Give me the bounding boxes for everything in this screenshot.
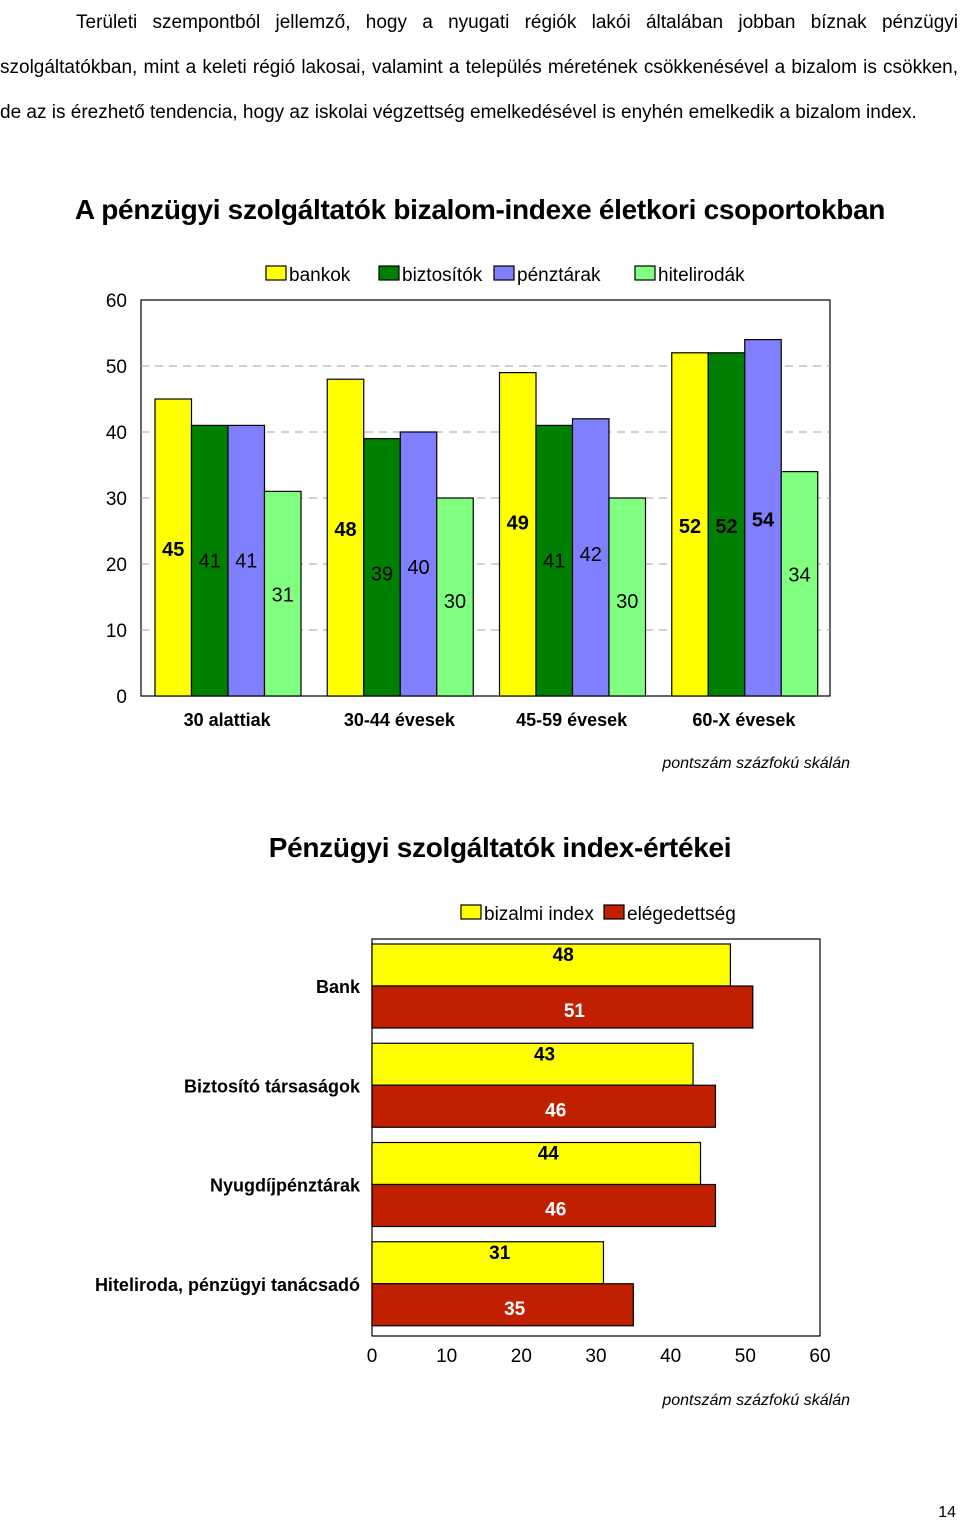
chart1-ytick-label: 20: [106, 555, 127, 576]
chart1-data-label: 30: [616, 591, 638, 613]
chart1-ytick-label: 10: [106, 621, 127, 642]
chart1-legend-label: pénztárak: [517, 265, 601, 286]
chart2-plot-area: [371, 938, 821, 1337]
chart1-bar: [671, 352, 709, 697]
chart1-bar: [608, 497, 647, 697]
chart2-unit-note: pontszám százfokú skálán: [661, 1392, 850, 1409]
chart1-legend-swatch: [493, 265, 515, 281]
chart1-ytick-label: 60: [106, 291, 127, 312]
chart1-data-label: 41: [199, 550, 221, 572]
chart2-data-label: 48: [553, 945, 574, 966]
chart1-data-label: 45: [162, 539, 184, 561]
chart1-legend-label: biztosítók: [402, 265, 483, 286]
intro-paragraph: Területi szempontból jellemző, hogy a ny…: [0, 0, 958, 135]
chart1-bar: [227, 424, 266, 697]
chart2-data-label: 35: [504, 1299, 526, 1320]
chart2-legend-swatch: [603, 904, 625, 920]
chart1-ytick-label: 40: [106, 423, 127, 444]
chart2-data-label: 46: [545, 1100, 566, 1121]
chart1-bar: [571, 418, 610, 697]
chart1-category-label: 30-44 évesek: [344, 710, 456, 730]
chart1-bar: [436, 497, 474, 697]
chart1-data-label: 41: [543, 550, 565, 572]
chart1-legend-label: bankok: [289, 265, 351, 286]
chart1-legend-label: hitelirodák: [658, 265, 745, 286]
chart1-category-label: 45-59 évesek: [516, 710, 628, 730]
chart1-data-label: 34: [788, 565, 810, 587]
chart2-category-label: Hiteliroda, pénzügyi tanácsadó: [95, 1275, 360, 1295]
chart2-category-label: Biztosító társaságok: [184, 1076, 361, 1096]
chart2-xtick-label: 30: [585, 1346, 606, 1367]
chart1-category-label: 60-X évesek: [692, 710, 796, 730]
chart1-data-label: 49: [507, 513, 529, 535]
chart2-xtick-label: 20: [511, 1346, 532, 1367]
chart2-bar: [371, 1042, 694, 1086]
chart1-age-groups: 0 10 20 30 40 50 60 45 41 41 31 30 alattiak 48 39 40 30…: [106, 265, 850, 772]
chart1-data-label: 40: [407, 557, 429, 579]
chart2-bar: [371, 1141, 702, 1186]
page-number: 14: [938, 1504, 956, 1521]
chart1-bar: [780, 471, 819, 697]
chart1-data-label: 39: [371, 564, 393, 586]
chart1-data-label: 30: [444, 591, 466, 613]
chart1-bar: [744, 339, 782, 697]
chart1-data-label: 54: [752, 510, 775, 532]
chart1-data-label: 42: [580, 544, 602, 566]
chart2-legend-label: bizalmi index: [484, 904, 594, 925]
chart2-bar: [371, 1084, 717, 1128]
chart1-ytick-label: 30: [106, 489, 127, 510]
chart2-bar: [371, 1183, 717, 1228]
chart1-data-label: 52: [715, 516, 737, 538]
chart2-xtick-label: 50: [735, 1346, 756, 1367]
chart2-data-label: 31: [489, 1243, 511, 1264]
chart2-xtick-label: 60: [809, 1346, 830, 1367]
chart1-data-label: 48: [334, 519, 356, 541]
chart2-xtick-label: 10: [436, 1346, 457, 1367]
chart1-bar: [363, 438, 401, 697]
chart2-data-label: 44: [538, 1144, 560, 1165]
chart2-data-label: 46: [545, 1200, 566, 1221]
chart1-unit-note: pontszám százfokú skálán: [661, 755, 850, 772]
chart1-bar: [535, 424, 574, 697]
chart1-legend-swatch: [265, 265, 287, 281]
chart2-title: Pénzügyi szolgáltatók index-értékei: [268, 832, 732, 863]
chart2-bar: [371, 1241, 605, 1285]
chart2-bar: [371, 943, 731, 987]
chart1-title: A pénzügyi szolgáltatók bizalom-indexe é…: [74, 194, 886, 225]
chart1-bar: [498, 372, 537, 697]
chart2-legend-swatch: [460, 904, 482, 920]
chart1-data-label: 52: [679, 516, 701, 538]
chart1-data-label: 31: [272, 584, 294, 606]
chart2-xtick-label: 0: [367, 1346, 378, 1367]
chart2-category-label: Nyugdíjpénztárak: [210, 1176, 361, 1196]
chart2-legend-label: elégedettség: [627, 904, 736, 925]
chart1-category-label: 30 alattiak: [184, 710, 272, 730]
chart1-legend-swatch: [634, 265, 656, 281]
chart1-bar: [154, 398, 193, 697]
chart1-legend-swatch: [378, 265, 400, 281]
intro-paragraph-text: Területi szempontból jellemző, hogy a ny…: [0, 12, 958, 123]
chart2-bar: [371, 985, 754, 1029]
chart2-bar: [371, 1283, 634, 1327]
chart1-ytick-label: 50: [106, 357, 127, 378]
chart2-xtick-label: 40: [660, 1346, 681, 1367]
chart2-category-label: Bank: [316, 977, 361, 997]
chart2-data-label: 43: [534, 1044, 555, 1065]
chart2-data-label: 51: [564, 1001, 586, 1022]
chart1-ytick-label: 0: [116, 687, 127, 708]
chart1-data-label: 41: [235, 550, 257, 572]
chart1-bar: [263, 490, 302, 697]
